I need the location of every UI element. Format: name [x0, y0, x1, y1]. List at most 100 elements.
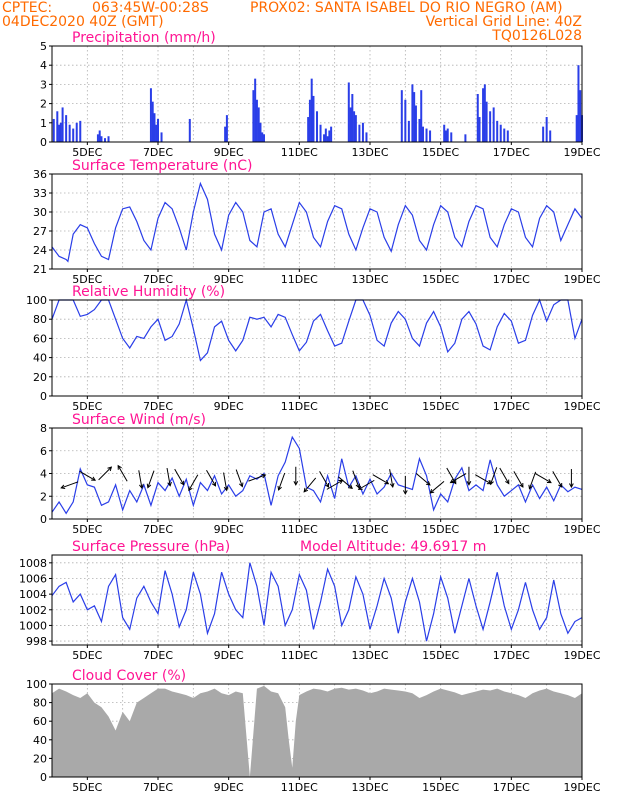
- temperature-ytick-label: 21: [33, 263, 47, 276]
- wind-arrow-head: [384, 480, 390, 485]
- temperature-panel: 5DEC 7DEC 9DEC 11DEC 13DEC 15DEC 17DEC 19DEC 21 2…: [33, 158, 601, 286]
- precipitation-bar: [68, 124, 71, 142]
- precipitation-bar: [52, 118, 55, 142]
- wind-arrow-head: [357, 485, 363, 490]
- wind-arrow-head: [239, 482, 244, 488]
- precipitation-bar: [489, 111, 492, 142]
- precipitation-xtick-label: 11DEC: [281, 146, 318, 159]
- cloud-cover-xtick-label: 15DEC: [422, 781, 459, 794]
- wind-arrow-head: [389, 482, 395, 488]
- precipitation-bar: [464, 134, 467, 142]
- wind-arrow-head: [303, 487, 309, 493]
- precipitation-bar: [254, 78, 257, 142]
- wind-panel: 5DEC 7DEC 9DEC 11DEC 13DEC 15DEC 17DEC 19DEC 0 2 4…: [40, 412, 601, 536]
- precipitation-bar: [307, 117, 310, 142]
- humidity-xtick-label: 17DEC: [493, 400, 530, 413]
- precipitation-bar: [429, 130, 432, 142]
- precipitation-bar: [549, 130, 552, 142]
- wind-arrow-shaft: [415, 473, 431, 486]
- wind-arrow-head: [139, 484, 144, 490]
- precipitation-bar: [255, 99, 258, 142]
- cloud-cover-ytick-label: 80: [33, 697, 47, 710]
- precipitation-bar: [347, 82, 350, 142]
- wind-arrow-shaft: [303, 477, 317, 493]
- wind-arrow-shaft: [513, 471, 524, 488]
- precipitation-bar: [224, 126, 227, 142]
- precipitation-bar: [151, 101, 154, 142]
- precipitation-ytick-label: 4: [40, 59, 47, 72]
- wind-arrow-shaft: [235, 469, 243, 487]
- wind-arrow-shaft: [98, 466, 112, 481]
- cloud-cover-xtick-label: 13DEC: [351, 781, 388, 794]
- precipitation-bar: [400, 90, 403, 142]
- wind-arrow-shaft: [450, 473, 467, 483]
- precipitation-bar: [263, 134, 265, 142]
- wind-arrow-head: [211, 481, 217, 487]
- wind-line: [51, 435, 583, 515]
- humidity-xtick-label: 5DEC: [72, 400, 102, 413]
- precipitation-bar: [411, 84, 414, 142]
- humidity-frame: [51, 299, 583, 397]
- pressure-frame: [51, 554, 583, 646]
- pressure-xtick-label: 13DEC: [351, 649, 388, 662]
- precipitation-bar: [100, 136, 103, 142]
- temperature-xtick-label: 19DEC: [563, 273, 600, 286]
- precipitation-bar: [485, 101, 488, 142]
- cloud-cover-title: Cloud Cover (%): [72, 668, 186, 684]
- cloud-cover-panel: 5DEC 7DEC 9DEC 11DEC 13DEC 15DEC 17DEC 19DEC 0 20…: [26, 668, 601, 794]
- wind-arrow-shaft: [117, 465, 128, 482]
- cloud-cover-xtick-label: 17DEC: [493, 781, 530, 794]
- wind-arrow-head: [146, 483, 152, 489]
- pressure-ytick-label: 1002: [19, 604, 47, 617]
- precipitation-bar: [252, 90, 255, 142]
- temperature-xtick-label: 7DEC: [143, 273, 173, 286]
- precipitation-bar: [155, 124, 158, 142]
- precipitation-panel: 5DEC 7DEC 9DEC 11DEC 13DEC 15DEC 17DEC 19DEC 0 1 2…: [40, 30, 601, 159]
- wind-arrow-head: [425, 481, 431, 486]
- temperature-ytick-label: 27: [33, 225, 47, 238]
- wind-arrow-shaft: [319, 471, 329, 488]
- precipitation-bar: [422, 126, 424, 142]
- wind-arrow-head: [348, 484, 353, 490]
- humidity-xtick-label: 11DEC: [281, 400, 318, 413]
- precipitation-bar: [324, 128, 327, 142]
- wind-title: Surface Wind (m/s): [72, 412, 206, 428]
- pressure-xtick-label: 17DEC: [493, 649, 530, 662]
- precipitation-bar: [257, 107, 260, 142]
- cloud-cover-xtick-label: 11DEC: [281, 781, 318, 794]
- wind-arrow-shaft: [174, 468, 185, 485]
- temperature-title: Surface Temperature (nC): [72, 158, 253, 174]
- pressure-subtitle: Model Altitude: 49.6917 m: [300, 539, 486, 555]
- precipitation-bar: [483, 84, 486, 142]
- precipitation-bar: [579, 90, 582, 142]
- humidity-ytick-label: 20: [33, 371, 47, 384]
- wind-arrow-shaft: [372, 474, 389, 485]
- humidity-xtick-label: 9DEC: [214, 400, 244, 413]
- wind-arrow-shaft: [166, 467, 171, 486]
- precipitation-bar: [361, 122, 364, 142]
- wind-arrow-head: [429, 489, 435, 494]
- wind-arrow-shaft: [138, 470, 143, 489]
- precipitation-bar: [404, 99, 407, 142]
- precipitation-bar: [575, 115, 578, 142]
- precipitation-xtick-label: 9DEC: [214, 146, 244, 159]
- precipitation-bar: [365, 132, 368, 142]
- wind-arrow-head: [293, 481, 299, 486]
- wind-frame: [51, 427, 583, 520]
- panels: 5DEC 7DEC 9DEC 11DEC 13DEC 15DEC 17DEC 19DEC 0 1 2…: [19, 30, 601, 794]
- precipitation-bar: [323, 134, 326, 142]
- wind-arrow-shaft: [248, 474, 266, 482]
- pressure-ytick-label: 1000: [19, 619, 47, 632]
- cloud-cover-area: [52, 685, 582, 777]
- humidity-ytick-label: 0: [40, 390, 47, 403]
- humidity-panel: 5DEC 7DEC 9DEC 11DEC 13DEC 15DEC 17DEC 19DEC 0 20…: [26, 284, 601, 413]
- precipitation-bar: [444, 130, 447, 142]
- precipitation-bar: [446, 128, 449, 142]
- humidity-xtick-label: 13DEC: [351, 400, 388, 413]
- precipitation-title: Precipitation (mm/h): [72, 30, 216, 46]
- precipitation-ytick-label: 2: [40, 98, 47, 111]
- precipitation-bar: [418, 118, 421, 142]
- humidity-ytick-label: 40: [33, 352, 47, 365]
- precipitation-bar: [59, 122, 62, 142]
- wind-arrow-shaft: [278, 472, 286, 491]
